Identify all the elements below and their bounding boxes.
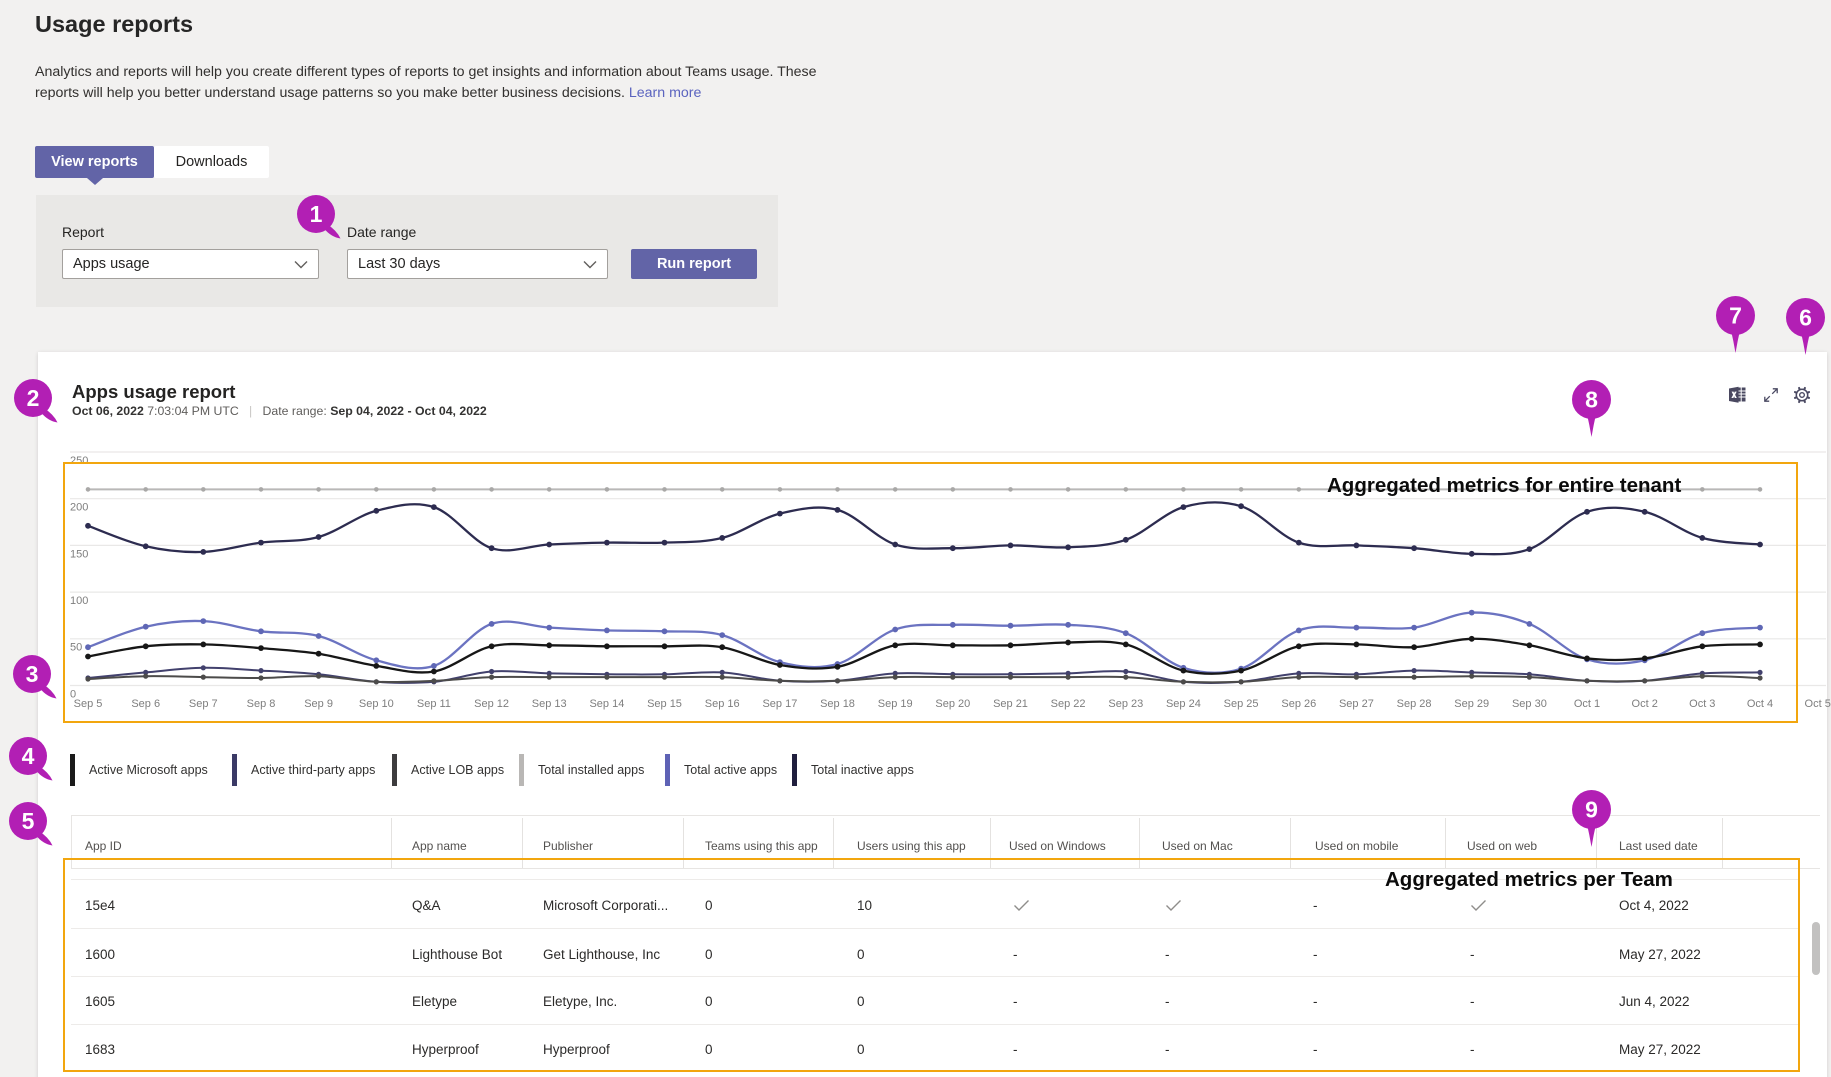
- svg-text:Oct 4: Oct 4: [1747, 698, 1773, 710]
- svg-text:1: 1: [310, 201, 323, 227]
- svg-text:Sep 9: Sep 9: [304, 698, 333, 710]
- svg-text:Sep 24: Sep 24: [1166, 698, 1201, 710]
- svg-text:2: 2: [27, 385, 40, 411]
- svg-text:Sep 27: Sep 27: [1339, 698, 1374, 710]
- svg-text:Sep 17: Sep 17: [762, 698, 797, 710]
- svg-text:Sep 25: Sep 25: [1224, 698, 1259, 710]
- svg-text:Sep 12: Sep 12: [474, 698, 509, 710]
- svg-text:Sep 29: Sep 29: [1454, 698, 1489, 710]
- svg-text:Oct 2: Oct 2: [1632, 698, 1658, 710]
- svg-text:5: 5: [22, 808, 35, 834]
- svg-text:4: 4: [22, 743, 35, 769]
- svg-text:3: 3: [26, 661, 39, 687]
- svg-text:Sep 30: Sep 30: [1512, 698, 1547, 710]
- svg-text:Sep 16: Sep 16: [705, 698, 740, 710]
- svg-text:9: 9: [1585, 797, 1598, 823]
- svg-text:Sep 23: Sep 23: [1108, 698, 1143, 710]
- svg-text:Oct 5: Oct 5: [1805, 698, 1831, 710]
- svg-text:Sep 7: Sep 7: [189, 698, 218, 710]
- svg-text:150: 150: [70, 548, 88, 560]
- svg-text:Oct 3: Oct 3: [1689, 698, 1715, 710]
- svg-text:200: 200: [70, 502, 88, 514]
- svg-text:Sep 15: Sep 15: [647, 698, 682, 710]
- svg-text:6: 6: [1799, 305, 1812, 331]
- svg-text:Sep 26: Sep 26: [1281, 698, 1316, 710]
- svg-text:Oct 1: Oct 1: [1574, 698, 1600, 710]
- svg-text:Sep 14: Sep 14: [589, 698, 624, 710]
- svg-text:Sep 10: Sep 10: [359, 698, 394, 710]
- svg-text:Sep 11: Sep 11: [417, 698, 451, 710]
- svg-text:100: 100: [70, 595, 88, 607]
- svg-text:Sep 18: Sep 18: [820, 698, 855, 710]
- svg-text:Sep 22: Sep 22: [1051, 698, 1086, 710]
- svg-text:50: 50: [70, 642, 82, 654]
- svg-text:8: 8: [1585, 387, 1598, 413]
- svg-text:Sep 8: Sep 8: [247, 698, 276, 710]
- svg-text:Sep 19: Sep 19: [878, 698, 913, 710]
- svg-text:7: 7: [1729, 303, 1742, 329]
- svg-text:Sep 5: Sep 5: [74, 698, 103, 710]
- svg-text:0: 0: [70, 688, 76, 700]
- svg-text:Sep 6: Sep 6: [131, 698, 160, 710]
- svg-text:Sep 20: Sep 20: [935, 698, 970, 710]
- svg-text:Sep 28: Sep 28: [1397, 698, 1432, 710]
- svg-text:Sep 21: Sep 21: [993, 698, 1028, 710]
- svg-text:Sep 13: Sep 13: [532, 698, 567, 710]
